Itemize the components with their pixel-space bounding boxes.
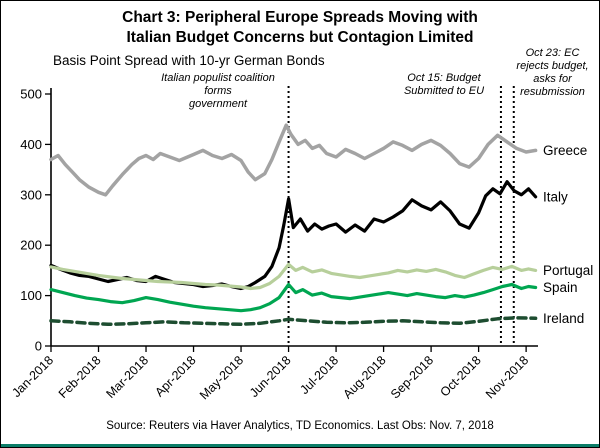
y-tick-label: 400 <box>20 137 42 152</box>
x-tick-label: Apr-2018 <box>152 353 198 399</box>
y-tick-label: 500 <box>20 87 42 102</box>
x-tick-label: May-2018 <box>197 353 246 402</box>
x-tick-label: Feb-2018 <box>56 353 104 401</box>
x-tick-label: Aug-2018 <box>340 353 388 401</box>
footer-accent-bar <box>1 444 599 447</box>
series-label-spain: Spain <box>543 280 578 295</box>
chart-canvas: 0 100 200 300 400 500 Jan-2018 Feb-2018 Mar-2018… <box>1 47 599 417</box>
x-tick-label: Jan-2018 <box>9 353 56 400</box>
chart-title: Chart 3: Peripheral Europe Spreads Movin… <box>1 1 599 48</box>
y-tick-label: 200 <box>20 238 42 253</box>
y-tick-label: 100 <box>20 288 42 303</box>
x-tick-label: Nov-2018 <box>483 353 531 401</box>
series-line-spain <box>49 283 538 313</box>
x-tick-label: Sep-2018 <box>388 353 436 401</box>
series-label-ireland: Ireland <box>543 311 584 326</box>
chart-title-line2: Italian Budget Concerns but Contagion Li… <box>126 29 474 47</box>
series-line-portugal <box>49 263 538 291</box>
source-note: Source: Reuters via Haver Analytics, TD … <box>106 420 494 433</box>
x-tick-label: Jun-2018 <box>247 353 294 400</box>
chart-svg: 0 100 200 300 400 500 Jan-2018 Feb-2018 Mar-2018… <box>9 86 593 403</box>
y-tick-label: 0 <box>35 339 42 354</box>
annotation-budget-submitted: Oct 15: Budget Submitted to EU <box>403 72 485 98</box>
annotation-budget-rejected: Oct 23: EC rejects budget, asks for resu… <box>516 47 589 99</box>
axis-units-label: Basis Point Spread with 10-yr German Bon… <box>53 53 325 69</box>
series-label-italy: Italy <box>543 190 568 205</box>
annotation-populist-coalition: Italian populist coalition forms governm… <box>161 72 275 111</box>
series-label-portugal: Portugal <box>543 263 593 278</box>
chart-title-line1: Chart 3: Peripheral Europe Spreads Movin… <box>122 9 478 26</box>
series-label-greece: Greece <box>543 143 587 158</box>
series-line-greece <box>49 123 538 197</box>
x-tick-label: Oct-2018 <box>437 353 483 399</box>
series-line-ireland <box>49 316 538 327</box>
series-line-italy <box>49 180 538 291</box>
x-tick-label: Jul-2018 <box>297 353 341 397</box>
y-tick-label: 300 <box>20 188 42 203</box>
x-tick-label: Mar-2018 <box>103 353 151 401</box>
